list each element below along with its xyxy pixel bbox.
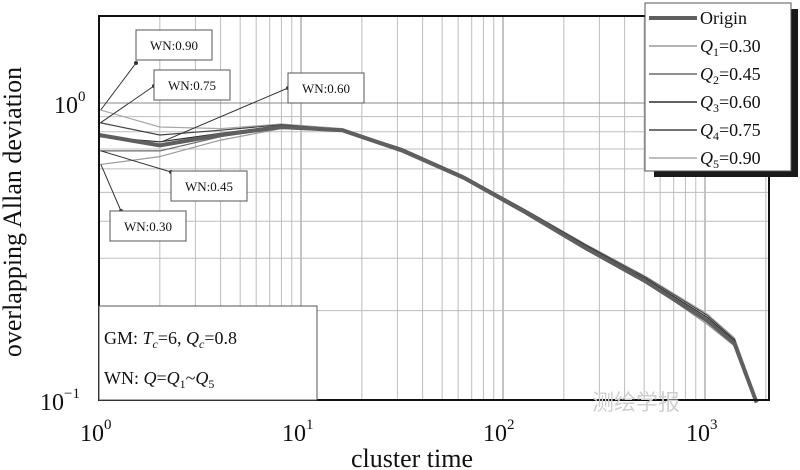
x-tick-label-3: 103 — [686, 417, 718, 447]
legend: Origin Q1=0.30 Q2=0.45 Q3=0.60 Q4=0.75 Q5=0.9… — [644, 2, 798, 177]
callout-leader-1 — [100, 85, 155, 123]
x-axis-ticks: 100 101 102 103 — [80, 417, 718, 447]
legend-label-0: Origin — [700, 8, 747, 28]
callout-box-2 — [287, 72, 365, 104]
callout-box-4 — [109, 210, 187, 242]
callout-box-1 — [153, 69, 231, 101]
callout-label-4: WN:0.30 — [124, 219, 172, 234]
callout-label-1: WN:0.75 — [168, 78, 216, 93]
callout-label-0: WN:0.90 — [150, 38, 198, 53]
callout-leader-2 — [161, 87, 289, 143]
callout-arrowhead-0 — [134, 61, 138, 65]
callout-leader-4 — [100, 164, 122, 212]
annotations: WN:0.90 WN:0.75 WN:0.60 WN:0.45 WN:0.30 — [100, 29, 365, 242]
y-axis-label: overlapping Allan deviation — [0, 67, 27, 357]
watermark: 测绘学报 — [592, 391, 680, 416]
legend-label-2: Q2=0.45 — [700, 64, 761, 87]
y-tick-label-0: 100 — [54, 89, 86, 119]
data-series — [98, 109, 759, 404]
callout-leader-3 — [100, 150, 172, 173]
x-tick-label-0: 100 — [80, 417, 112, 447]
info-wn-line: WN: Q=Q1~Q5 — [104, 368, 214, 391]
series-line-0 — [98, 125, 759, 404]
info-gm-line: GM: Tc=6, Qc=0.8 — [104, 328, 237, 351]
callout-box-0 — [135, 29, 213, 61]
y-axis-ticks: 100 10−1 — [40, 89, 86, 416]
x-tick-label-1: 101 — [282, 417, 314, 447]
y-tick-label-1: 10−1 — [40, 386, 80, 416]
legend-label-1: Q1=0.30 — [700, 36, 761, 59]
legend-label-4: Q4=0.75 — [700, 120, 761, 143]
legend-items: Origin Q1=0.30 Q2=0.45 Q3=0.60 Q4=0.75 Q5=0.9… — [649, 8, 761, 171]
callout-box-3 — [170, 170, 248, 202]
info-box: GM: Tc=6, Qc=0.8 WN: Q=Q1~Q5 — [98, 305, 318, 401]
x-tick-label-2: 102 — [483, 417, 515, 447]
legend-box — [644, 2, 792, 172]
legend-label-5: Q5=0.90 — [700, 148, 761, 171]
legend-label-3: Q3=0.60 — [700, 92, 761, 115]
x-axis-label: cluster time — [351, 444, 473, 470]
callout-label-2: WN:0.60 — [302, 81, 350, 96]
callout-leader-0 — [100, 62, 137, 110]
plot-frame — [98, 15, 770, 401]
info-box-frame — [98, 305, 318, 401]
callout-label-3: WN:0.45 — [185, 179, 233, 194]
